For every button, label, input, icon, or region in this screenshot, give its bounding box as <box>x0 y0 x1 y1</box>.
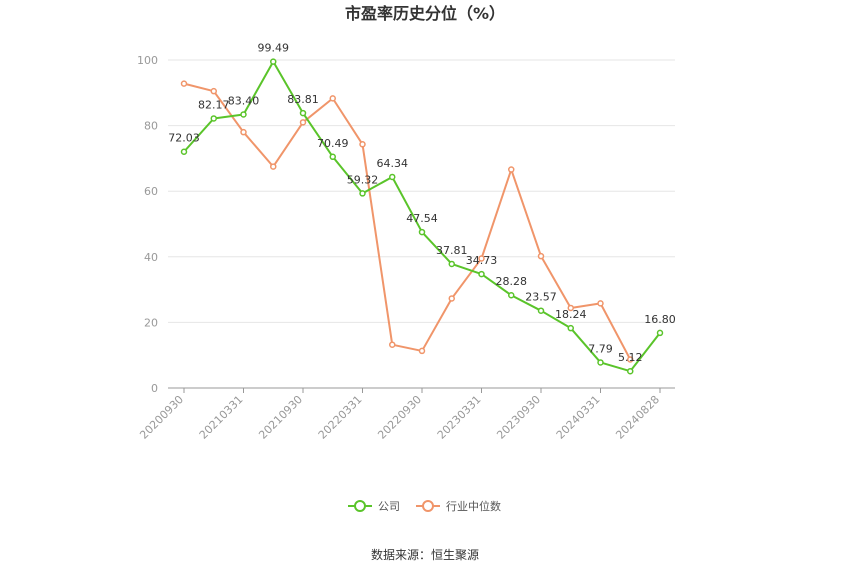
series-point-0 <box>270 58 277 65</box>
x-tick-label: 20240828 <box>613 393 662 442</box>
data-label: 5.12 <box>618 351 643 364</box>
y-tick-label: 0 <box>151 382 158 395</box>
series-point-0 <box>478 270 485 278</box>
data-label: 83.81 <box>287 93 319 106</box>
series-point-0 <box>567 324 574 332</box>
series-point-0 <box>359 190 366 197</box>
x-tick-label: 20230930 <box>494 393 543 442</box>
series-point-1 <box>210 87 217 95</box>
series-layer <box>180 58 664 375</box>
data-label: 83.40 <box>228 94 260 107</box>
data-label: 99.49 <box>258 42 290 55</box>
series-point-1 <box>508 166 515 173</box>
y-tick-label: 60 <box>144 185 158 198</box>
series-point-0 <box>448 260 455 268</box>
series-point-1 <box>240 128 247 136</box>
x-tick-label: 20200930 <box>137 393 186 442</box>
grid-lines <box>168 59 675 323</box>
series-point-1 <box>418 347 426 355</box>
data-label: 18.24 <box>555 308 587 321</box>
data-label: 7.79 <box>588 342 613 355</box>
legend-marker <box>422 500 434 512</box>
legend-marker <box>354 500 366 512</box>
y-tick-label: 20 <box>144 316 158 329</box>
data-label: 23.57 <box>525 291 557 304</box>
series-point-1 <box>478 255 485 262</box>
series-point-0 <box>418 228 426 236</box>
series-point-0 <box>389 173 396 181</box>
x-tick-label: 20210331 <box>197 393 246 442</box>
data-label: 28.28 <box>496 275 528 288</box>
legend-item-1[interactable]: 行业中位数 <box>416 499 501 513</box>
chart-title: 市盈率历史分位（%） <box>345 4 505 23</box>
data-label: 37.81 <box>436 244 468 257</box>
y-tick-label: 80 <box>144 120 158 133</box>
series-line-1 <box>183 82 632 360</box>
series-point-0 <box>597 359 604 366</box>
data-label: 16.80 <box>644 313 676 326</box>
series-point-0 <box>537 307 545 314</box>
series-point-1 <box>567 304 574 312</box>
y-axis: 0 20 40 60 80 100 <box>137 54 158 395</box>
series-point-1 <box>537 252 545 260</box>
x-tick-label: 20210930 <box>256 393 305 442</box>
series-point-0 <box>210 115 217 122</box>
series-point-1 <box>180 80 188 87</box>
source-note: 数据来源：恒生聚源 <box>371 547 479 562</box>
series-point-1 <box>627 356 634 363</box>
data-label: 59.32 <box>347 173 379 186</box>
series-point-0 <box>329 153 336 161</box>
series-point-1 <box>597 300 604 307</box>
series-point-1 <box>329 95 336 102</box>
legend-label: 行业中位数 <box>446 499 501 513</box>
series-point-1 <box>448 295 455 302</box>
x-tick-label: 20240331 <box>554 393 603 442</box>
data-label: 82.17 <box>198 98 230 111</box>
data-label: 72.03 <box>168 132 200 145</box>
series-point-1 <box>270 163 277 170</box>
x-axis: 20200930 20210331 20210930 20220331 20220930… <box>137 387 675 442</box>
series-point-0 <box>656 329 664 337</box>
data-label: 47.54 <box>406 212 438 225</box>
series-point-1 <box>299 119 307 126</box>
y-tick-label: 40 <box>144 251 158 264</box>
series-point-0 <box>240 111 247 118</box>
series-point-0 <box>180 148 188 155</box>
x-tick-label: 20220331 <box>316 393 365 442</box>
data-label: 64.34 <box>377 157 409 170</box>
y-tick-label: 100 <box>137 54 158 67</box>
series-point-0 <box>627 367 634 375</box>
series-point-1 <box>359 141 366 148</box>
series-point-0 <box>508 291 515 299</box>
series-point-0 <box>299 109 307 117</box>
data-label: 34.73 <box>466 254 498 267</box>
legend-item-0[interactable]: 公司 <box>348 500 400 513</box>
legend[interactable]: 公司 行业中位数 <box>348 499 501 513</box>
data-label: 70.49 <box>317 137 349 150</box>
x-tick-label: 20230331 <box>435 393 484 442</box>
legend-label: 公司 <box>378 500 400 513</box>
series-point-1 <box>389 341 396 348</box>
x-tick-label: 20220930 <box>375 393 424 442</box>
